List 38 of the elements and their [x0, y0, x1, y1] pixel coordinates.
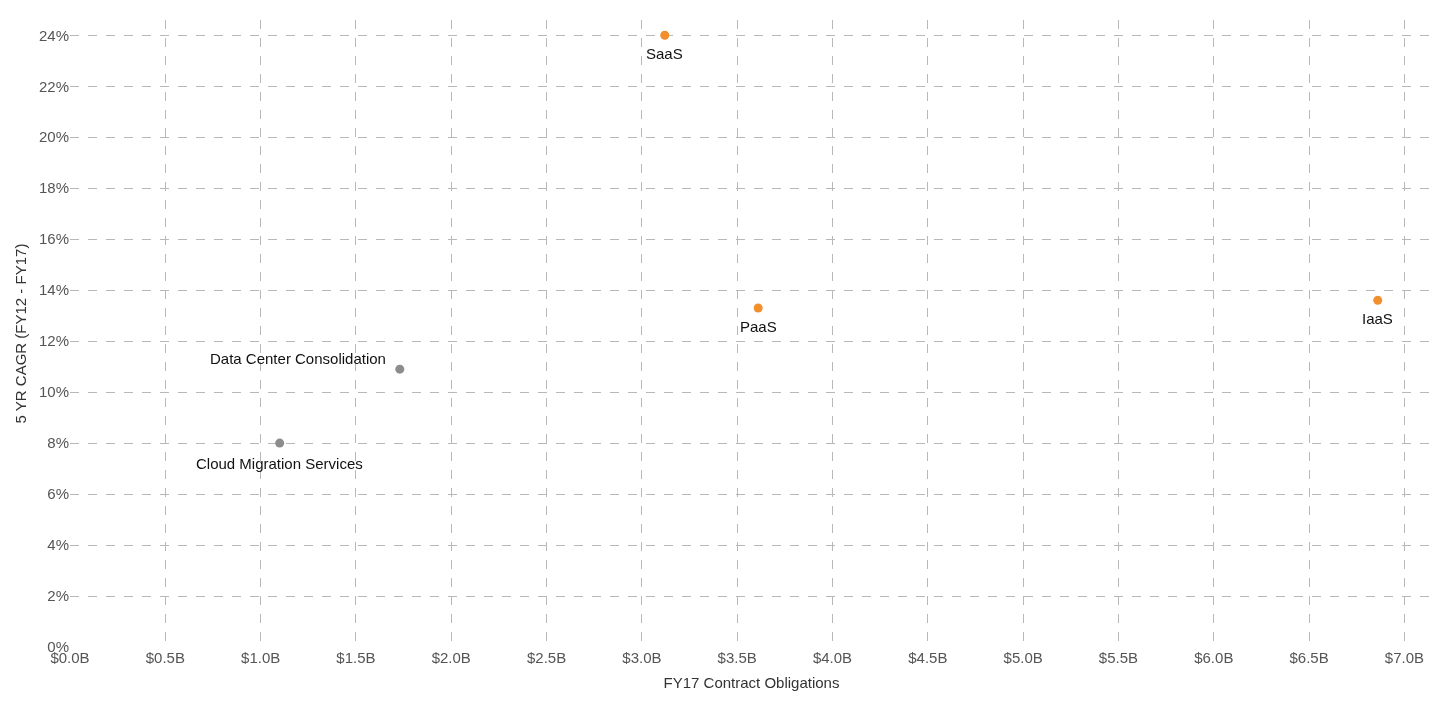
y-tick-label: 22% [38, 77, 69, 95]
y-tick-label: 16% [38, 230, 69, 248]
x-tick-label: $5.5B [1098, 649, 1139, 666]
annotation: IaaS [1362, 310, 1393, 327]
x-tick-label: $5.0B [1003, 649, 1043, 666]
y-tick-label: 4% [47, 536, 69, 554]
x-axis-title: FY17 Contract Obligations [663, 674, 840, 691]
y-tick-label: 2% [47, 587, 69, 605]
x-tick-label: $1.5B [336, 649, 376, 666]
annotation: Data Center Consolidation [210, 350, 386, 367]
x-tick-label: $2.5B [526, 649, 567, 666]
y-tick-label: 8% [47, 434, 69, 452]
x-tick-label: $7.0B [1384, 649, 1425, 666]
x-tick-label: $6.5B [1289, 649, 1329, 666]
point [395, 364, 405, 374]
x-tick-label: $0.5B [145, 649, 185, 666]
x-tick-label: $2.0B [431, 649, 471, 666]
x-tick-label: $4.5B [908, 649, 948, 666]
y-tick-label: 14% [38, 281, 69, 299]
y-tick-label: 18% [38, 179, 69, 197]
annotation: PaaS [740, 318, 777, 335]
y-tick-label: 10% [38, 383, 69, 401]
y-axis-title: 5 YR CAGR (FY12 - FY17) [12, 243, 30, 424]
y-tick-label: 24% [38, 26, 69, 44]
point [753, 303, 763, 313]
y-tick-label: 12% [38, 332, 69, 350]
annotation: Cloud Migration Services [196, 455, 363, 472]
x-tick-label: $3.0B [622, 649, 662, 666]
y-tick-label: 6% [47, 485, 69, 503]
x-tick-label: $6.0B [1194, 649, 1234, 666]
point [275, 438, 285, 448]
point [1373, 295, 1383, 305]
x-tick-label: $1.0B [241, 649, 281, 666]
y-tick-label: 20% [38, 128, 69, 146]
x-tick-label: $3.5B [717, 649, 757, 666]
point [660, 30, 670, 40]
x-tick-label: $4.0B [812, 649, 853, 666]
annotation: SaaS [646, 45, 683, 62]
